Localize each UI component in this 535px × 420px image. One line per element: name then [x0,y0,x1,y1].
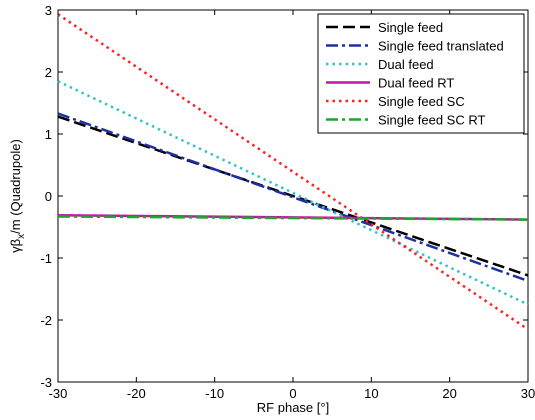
legend-label: Single feed SC RT [378,113,485,128]
y-tick-label: 0 [45,189,52,204]
series-line-6 [57,215,529,221]
y-axis-label-main: γβ [8,239,23,253]
y-tick-label: -1 [40,251,52,266]
legend-label: Dual feed RT [378,76,454,91]
x-tick-label: 10 [364,386,378,401]
series-line-1 [57,115,529,277]
x-tick-label: 20 [442,386,456,401]
x-tick-label: -30 [49,386,68,401]
y-tick-label: -2 [40,313,52,328]
legend-label: Single feed SC [378,94,465,109]
series-layer [57,13,529,331]
y-axis-label: γβx/m (Quadrupole) [8,139,27,253]
x-tick-label: 0 [289,386,296,401]
y-axis-label-subscript: x [16,234,27,239]
legend-label: Single feed translated [378,39,504,54]
x-axis-label: RF phase [°] [257,400,329,415]
legend-label: Dual feed [378,57,434,72]
y-axis-label-rest: /m (Quadrupole) [8,139,23,234]
x-tick-label: -20 [127,386,146,401]
legend-box [317,13,525,134]
y-tick-label: -3 [40,375,52,390]
y-tick-label: 2 [45,65,52,80]
legend-label: Single feed [378,20,443,35]
series-line-2 [57,112,529,283]
legend: Single feed Single feed translated Dual fe… [317,13,525,134]
x-tick-label: 30 [521,386,535,401]
x-tick-label: -10 [205,386,224,401]
series-line-3 [57,80,529,306]
y-tick-label: 3 [45,3,52,18]
y-tick-label: 1 [45,127,52,142]
